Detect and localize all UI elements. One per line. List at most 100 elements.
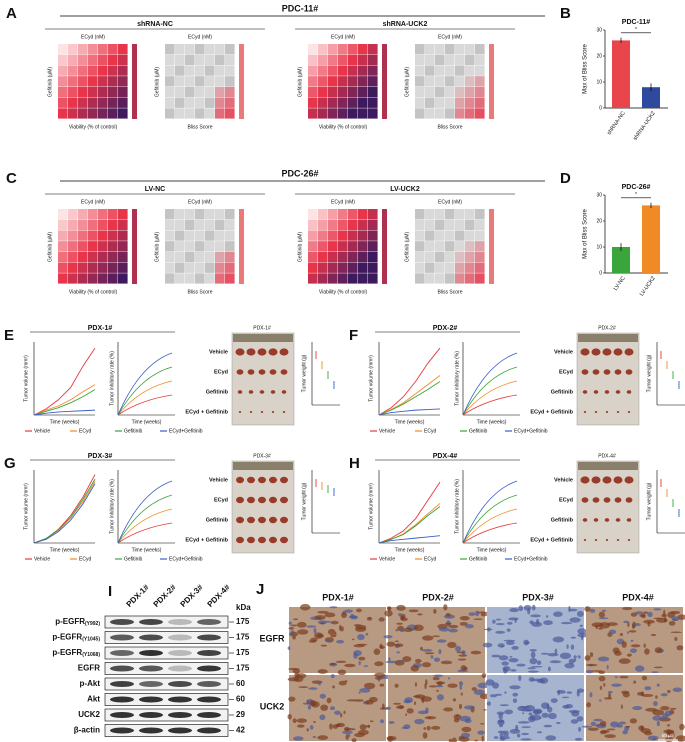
tumor [280, 496, 288, 504]
stain-spot [433, 657, 441, 662]
tumor [238, 411, 242, 413]
blot-band [197, 665, 221, 672]
legend-label: Vehicle [379, 428, 395, 434]
heatmap-cell [108, 262, 118, 273]
weight-dot [666, 363, 668, 365]
stain-spot [500, 645, 504, 648]
stain-spot [324, 612, 336, 618]
y-axis-label: Tumor inhibitory rate (%) [454, 351, 460, 406]
weight-dot [660, 357, 662, 359]
stain-spot [549, 660, 562, 664]
weight-dot [333, 492, 335, 494]
stain-spot [653, 608, 662, 611]
stain-spot [527, 670, 539, 673]
stain-spot [621, 690, 630, 695]
stain-spot [296, 673, 307, 679]
stain-spot [577, 655, 581, 659]
stain-spot [636, 692, 645, 696]
axis-label: ECyd (nM) [438, 34, 462, 40]
protein-site: (Y992) [85, 621, 100, 627]
heatmap-cell [425, 251, 435, 263]
stain-spot [560, 621, 573, 625]
stain-spot [287, 713, 292, 720]
inhibit-line [462, 480, 518, 544]
heatmap-cell [348, 209, 358, 220]
x-axis-label: Time (weeks) [477, 547, 507, 553]
heatmap-cell [415, 97, 425, 108]
color-bar [239, 209, 244, 284]
stain-spot [675, 735, 685, 742]
heatmap-cell [78, 209, 88, 220]
row-label: ECyd + Gefitinib [185, 409, 228, 415]
heatmap-cell [358, 251, 368, 263]
heatmap-cell [195, 230, 205, 241]
stain-spot [461, 726, 472, 733]
heatmap-cell [58, 262, 68, 273]
weight-dot [333, 490, 335, 492]
stain-spot [317, 610, 329, 614]
sample-label: PDX-4# [206, 582, 233, 609]
y-tick-label: 0 [599, 105, 602, 111]
tumor [280, 476, 288, 484]
stain-spot [288, 621, 292, 625]
stain-spot [552, 636, 565, 643]
tumor [269, 496, 277, 504]
heatmap-cell [358, 65, 368, 76]
heatmap-cell [435, 251, 445, 263]
stain-spot [606, 728, 616, 731]
heatmap-cell [118, 251, 128, 263]
tumor [235, 348, 245, 356]
heatmap-cell [358, 209, 368, 220]
heatmap-cell [225, 76, 235, 87]
heatmap-cell [98, 262, 108, 273]
weight-dot [321, 484, 323, 486]
tumor [582, 518, 588, 522]
heatmap-cell [175, 262, 185, 273]
stain-spot [667, 690, 671, 694]
legend-label: ECyd+Gefitinib [514, 428, 548, 434]
weight-dot [333, 385, 335, 387]
heatmap-cell [185, 86, 195, 98]
heatmap-cell [88, 97, 98, 108]
heatmap-cell [465, 219, 475, 231]
stain-spot [664, 736, 674, 742]
blot-band [110, 712, 134, 718]
heatmap-cell [328, 251, 338, 263]
heatmap-cell [445, 76, 455, 87]
stain-spot [604, 734, 617, 739]
y-axis-label: Tumor volume (mm³) [368, 483, 374, 530]
inhibit-line [117, 366, 173, 416]
stain-spot [623, 620, 629, 624]
heatmap-cell [308, 273, 318, 284]
heatmap-cell [455, 273, 465, 284]
bar [612, 40, 630, 108]
heatmap-cell [195, 219, 205, 231]
kda-label: 175 [236, 664, 250, 673]
panel-letter: D [560, 170, 571, 187]
heatmap-cell [205, 219, 215, 231]
stain-spot [584, 606, 591, 612]
heatmap-cell [348, 44, 358, 55]
heatmap-cell [118, 86, 128, 98]
stain-spot [459, 715, 471, 722]
x-tick-label: shRNA-NC [606, 111, 627, 137]
heatmap-cell [165, 44, 175, 55]
stain-spot [359, 724, 367, 731]
legend-label: Gefitinib [469, 428, 488, 434]
weight-dot [660, 479, 662, 481]
stain-spot [318, 681, 321, 686]
stain-spot [460, 692, 463, 696]
heatmap-cell [415, 219, 425, 231]
axis-label: Bliss Score [187, 289, 212, 295]
inhibit-line [462, 352, 518, 416]
blot-strip [104, 693, 229, 706]
stain-spot [433, 608, 437, 614]
stain-spot [302, 702, 308, 705]
heatmap-cell [465, 54, 475, 66]
stain-spot [423, 727, 427, 730]
heatmap-cell [338, 209, 348, 220]
stain-spot [393, 702, 401, 705]
heatmap-cell [88, 241, 98, 252]
stain-spot [477, 730, 485, 735]
stain-spot [603, 697, 613, 700]
